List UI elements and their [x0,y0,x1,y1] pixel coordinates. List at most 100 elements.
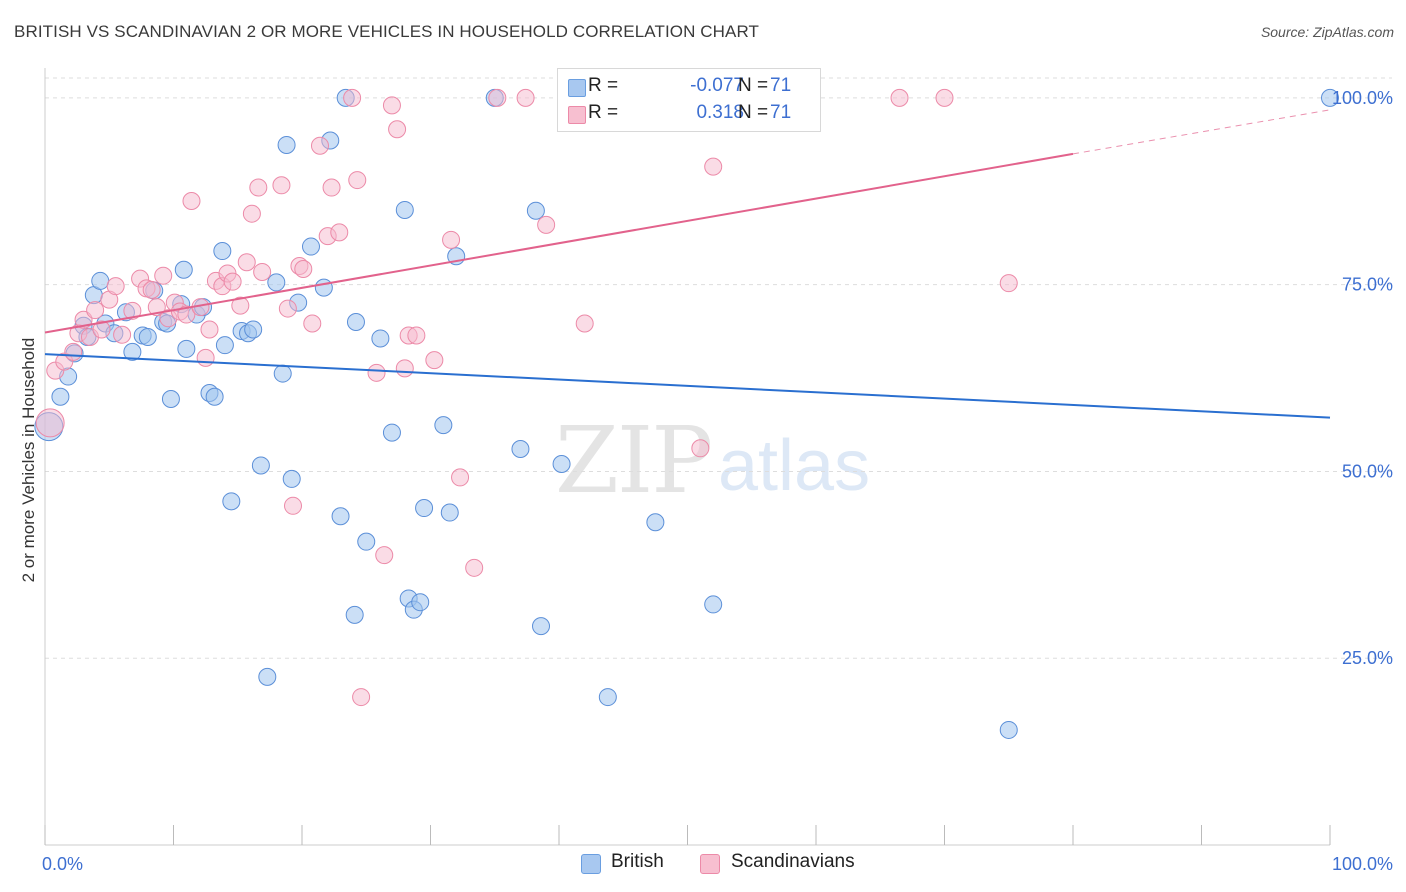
point-british [371,329,390,348]
point-scandinavians [113,325,132,344]
x-tick-label: 0.0% [42,854,83,874]
point-scandinavians [516,88,535,107]
chart-title: BRITISH VS SCANDINAVIAN 2 OR MORE VEHICL… [14,22,760,41]
point-british [331,507,350,526]
point-scandinavians [704,157,723,176]
point-scandinavians [242,204,261,223]
point-british [415,499,434,518]
point-scandinavians [182,191,201,210]
point-british [598,688,617,707]
legend-swatch-scandinavians [700,854,720,874]
point-scandinavians [395,359,414,378]
y-tick-label: 100.0% [1332,88,1393,108]
legend-r-value: 0.318 [696,102,744,123]
source-label: Source: ZipAtlas.com [1260,24,1394,40]
y-axis-label: 2 or more Vehicles in Household [19,338,38,583]
point-british [511,440,530,459]
point-scandinavians [375,546,394,565]
point-british [552,454,571,473]
y-tick-label: 50.0% [1342,461,1393,481]
legend-label-scandinavians: Scandinavians [731,851,855,872]
point-scandinavians [537,215,556,234]
point-british [205,387,224,406]
point-scandinavians [278,299,297,318]
point-british [314,278,333,297]
point-scandinavians [451,468,470,487]
trend-lines [44,109,1331,419]
point-british [161,389,180,408]
point-scandinavians [999,274,1018,293]
point-scandinavians [154,266,173,285]
point-british [357,532,376,551]
stats-legend: R = -0.077 N = 71 R = 0.318 N = 71 [557,68,821,132]
point-scandinavians [64,342,83,361]
point-british [277,135,296,154]
point-british [123,342,142,361]
watermark-atlas: atlas [718,426,870,506]
legend-r-label: R = [588,102,619,123]
point-scandinavians [200,320,219,339]
point-british [222,492,241,511]
point-british [244,320,263,339]
point-scandinavians [330,223,349,242]
point-scandinavians [86,301,105,320]
point-scandinavians [253,262,272,281]
y-tick-label: 25.0% [1342,648,1393,668]
point-british [174,260,193,279]
point-british [282,469,301,488]
point-british [434,416,453,435]
point-scandinavians [237,253,256,272]
tick-labels: 25.0% 50.0% 75.0% 100.0% 0.0% 100.0% [42,88,1393,874]
point-scandinavians [890,88,909,107]
point-scandinavians [343,88,362,107]
point-scandinavians [106,277,125,296]
point-scandinavians [407,326,426,345]
x-tick-label: 100.0% [1332,854,1393,874]
point-british [346,313,365,332]
point-british [395,200,414,219]
legend-swatch-british [581,854,601,874]
point-scandinavians [310,136,329,155]
legend-label-british: British [611,851,664,872]
point-scandinavians [352,688,371,707]
point-british [382,423,401,442]
point-scandinavians [35,408,65,438]
point-scandinavians [223,272,242,291]
point-british [532,617,551,636]
legend-n-value: 71 [770,75,792,96]
watermark-zip: ZIP [555,407,711,514]
trend-line-scandinavians [44,152,1074,334]
series-legend: British Scandinavians [0,851,1406,877]
point-scandinavians [177,305,196,324]
point-british [646,513,665,532]
legend-n-label: N = [738,75,769,96]
point-british [704,595,723,614]
axes [44,68,1331,846]
point-scandinavians [367,363,386,382]
trend-line-scandinavians-extension [1072,109,1331,155]
point-british [138,327,157,346]
legend-n-label: N = [738,102,769,123]
point-british [51,387,70,406]
legend-swatch-british [568,79,586,97]
point-british [273,364,292,383]
point-scandinavians [465,558,484,577]
point-british [1321,88,1339,107]
point-british [999,720,1018,739]
y-tick-label: 75.0% [1342,275,1393,295]
legend-swatch-scandinavians [568,106,586,124]
point-scandinavians [442,230,461,249]
point-british [258,667,277,686]
point-british [411,593,430,612]
watermark: ZIP atlas [555,407,870,514]
point-scandinavians [196,348,215,367]
point-british [177,339,196,358]
point-british [91,271,110,290]
point-scandinavians [425,351,444,370]
point-british [440,503,459,522]
trend-line-british [44,353,1331,419]
point-british [526,201,545,220]
legend-r-value: -0.077 [690,75,744,96]
point-scandinavians [303,314,322,333]
